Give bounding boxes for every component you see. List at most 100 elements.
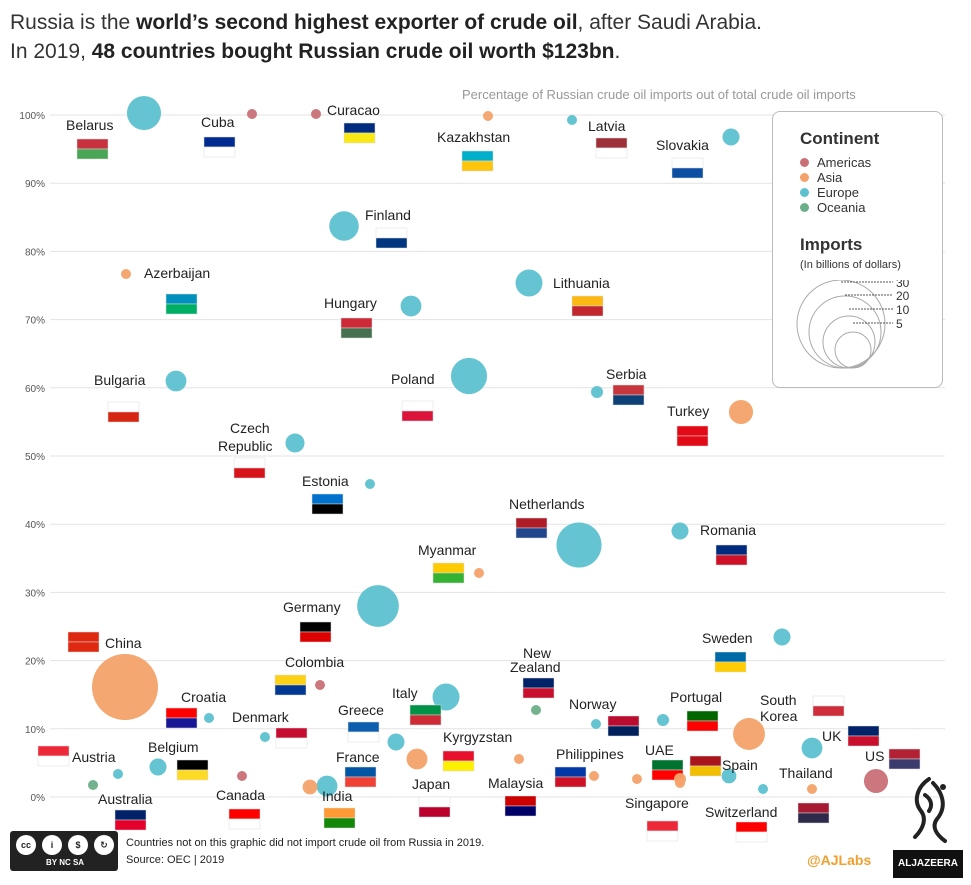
flag-belarus-icon [76,138,109,160]
imports-legend-title: Imports [800,235,863,254]
bubble-uk [801,737,823,759]
label-belgium: Belgium [148,739,199,755]
label-latvia: Latvia [588,118,626,134]
flag-band-bottom [323,817,356,829]
bubble-thailand [807,784,817,794]
size-circle-5 [834,331,872,369]
y-tick-label-0: 0% [31,793,46,804]
bubble-germany [357,585,399,627]
flag-band-top [165,293,198,305]
y-tick-label-70: 70% [25,316,45,327]
legend-label-oceania: Oceania [817,200,866,215]
label-uk: UK [822,728,842,744]
flag-band-top [274,674,307,686]
label-italy: Italy [392,685,418,701]
y-tick-label-10: 10% [25,725,45,736]
size-circle-10 [822,315,876,369]
flag-band-top [671,157,704,169]
label-netherlands: Netherlands [509,496,585,512]
flag-band-top [401,400,434,412]
flag-band-bottom [554,776,587,788]
flag-band-top [442,750,475,762]
title-line-2-bold: 48 countries bought Russian crude oil wo… [91,40,615,63]
label-malaysia: Malaysia [488,775,543,791]
bubble-us [863,768,889,794]
label-france: France [336,749,380,765]
flag-netherlands-icon [515,517,548,539]
chart-title: Russia is the world’s second highest exp… [10,8,762,66]
flag-band-bottom [812,705,845,717]
label-serbia: Serbia [606,366,647,382]
flag-band-bottom [311,503,344,515]
aljazeera-brand: ALJAZEERA [893,850,963,878]
flag-band-bottom [228,818,261,830]
flag-band-bottom [515,527,548,539]
flag-band-top [515,517,548,529]
flag-azerbaijan-icon [165,293,198,315]
flag-band-top [432,562,465,574]
bubble-slovakia [722,128,740,146]
flag-band-top [114,809,147,821]
flag-turkey-icon [676,425,709,447]
bubble-japan [406,748,428,770]
flag-france-icon [344,766,377,788]
y-tick-label-90: 90% [25,179,45,190]
bubble-lithuania [515,269,543,297]
title-line-2: In 2019, 48 countries bought Russian cru… [10,37,762,66]
flag-band-top [651,759,684,771]
size-label-5: 5 [896,317,903,331]
bubble-myanmar [474,568,484,578]
ajlabs-credit: @AJLabs [807,852,872,868]
flag-band-top [646,820,679,832]
flag-band-bottom [676,435,709,447]
bubble-estonia [365,479,375,489]
flag-band-top [847,725,880,737]
flag-band-bottom [432,572,465,584]
label-canada: Canada [216,787,265,803]
flag-band-bottom [107,411,140,423]
flag-czech-republic-icon [233,457,266,479]
y-tick-label-30: 30% [25,588,45,599]
bubble-canada [237,771,247,781]
flag-band-top [203,136,236,148]
bubble-romania [671,522,689,540]
flag-italy-icon [409,704,442,726]
y-tick-label-20: 20% [25,657,45,668]
label-switzerland: Switzerland [705,804,777,820]
flag-austria-icon [37,745,70,767]
label-croatia: Croatia [181,689,226,705]
bubble-singapore [673,772,687,786]
by-icon: i [42,835,62,855]
flag-band-bottom [343,132,376,144]
flag-band-bottom [504,805,537,817]
flag-finland-icon [375,227,408,249]
label-philippines: Philippines [556,746,624,762]
bubble-portugal [656,713,670,727]
legend-item-americas: Americas [800,155,871,170]
bubble-curacao [311,109,321,119]
flag-china-icon [67,631,100,653]
flag-band-top [461,150,494,162]
legend-item-asia: Asia [800,170,842,185]
label-thailand: Thailand [779,765,833,781]
label-czech-republic-line-2: Republic [218,438,272,454]
label-australia: Australia [98,791,153,807]
bubble-finland [329,211,359,241]
title-line-2-pre: In 2019, [10,40,92,63]
flag-band-top [504,795,537,807]
flag-bulgaria-icon [107,401,140,423]
flag-kyrgyzstan-icon [442,750,475,772]
bubble-poland [450,357,488,395]
flag-band-bottom [847,735,880,747]
label-cuba: Cuba [201,114,235,130]
flag-romania-icon [715,544,748,566]
label-poland: Poland [391,371,435,387]
flag-band-bottom [612,394,645,406]
flag-band-bottom [274,684,307,696]
bubble-bulgaria [165,370,187,392]
title-line-1-post: , after Saudi Arabia. [577,11,762,34]
aljazeera-logo-icon [913,777,947,843]
flag-band-top [595,137,628,149]
legend-item-europe: Europe [800,185,859,200]
flag-band-bottom [715,554,748,566]
